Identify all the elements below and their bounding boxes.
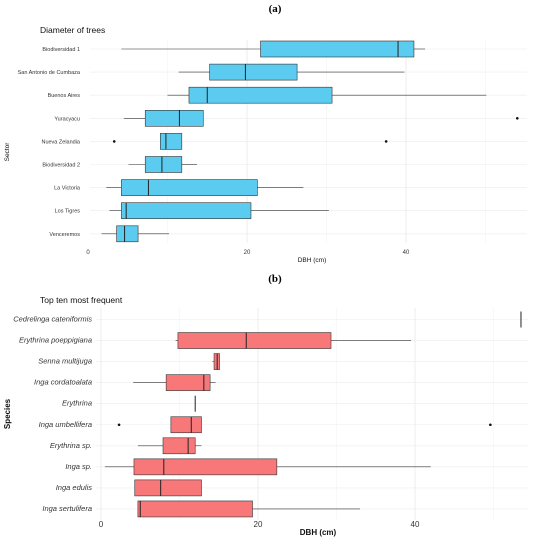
- panel-b-x-axis-label: DBH (cm): [300, 528, 337, 537]
- panel-b-y-axis-label: Species: [3, 398, 12, 429]
- iqr-box: [144, 156, 183, 173]
- box-a-0: [121, 40, 426, 58]
- iqr-box: [260, 40, 415, 58]
- box-a-1: [178, 63, 405, 81]
- panel-b-y-ticks: Cedrelinga cateniformis Erythrina poeppig…: [13, 315, 92, 513]
- x-tick-label: 20: [244, 250, 251, 256]
- outlier-point: [516, 117, 519, 120]
- box-b-6: [137, 437, 202, 455]
- y-tick-label: Yuracyacu: [54, 116, 80, 122]
- x-tick-label: 0: [99, 520, 104, 529]
- iqr-box: [144, 110, 204, 127]
- y-tick-label: Cedrelinga cateniformis: [13, 315, 92, 324]
- box-b-7: [104, 458, 431, 476]
- y-tick-label: Inga umbellifera: [39, 420, 92, 429]
- iqr-box: [209, 63, 298, 81]
- y-tick-label: Erythrina poeppigiana: [19, 336, 92, 345]
- y-tick-label: Senna multijuga: [38, 357, 92, 366]
- box-a-5: [128, 156, 197, 173]
- outlier-point: [117, 423, 121, 427]
- iqr-box: [121, 179, 258, 196]
- panel-a-letter: (a): [269, 3, 282, 15]
- box-a-7: [109, 202, 329, 219]
- panel-a-x-ticks: 0 20 40: [86, 250, 410, 256]
- iqr-box: [133, 458, 278, 476]
- x-tick-label: 40: [411, 520, 420, 529]
- y-tick-label: La Victoria: [54, 186, 81, 192]
- panel-a-y-axis-label: Sector: [4, 142, 11, 162]
- panel-a: (a) Diameter of trees Biodiversidad 1 San…: [4, 3, 527, 264]
- x-tick-label: 0: [86, 250, 90, 256]
- iqr-box: [134, 479, 202, 497]
- box-b-9: [137, 500, 361, 518]
- box-a-8: [101, 225, 170, 243]
- y-tick-label: Inga edulis: [56, 483, 93, 492]
- x-tick-label: 20: [254, 520, 263, 529]
- panel-b: (b) Top ten most frequent Cedrelinga cat…: [3, 273, 528, 537]
- iqr-box: [162, 437, 196, 455]
- panel-b-title: Top ten most frequent: [40, 295, 123, 305]
- box-b-5: [117, 416, 492, 434]
- y-tick-label: Erythrina sp.: [50, 441, 92, 450]
- y-tick-label: Inga sp.: [65, 462, 92, 471]
- box-a-2: [167, 86, 487, 104]
- y-tick-label: Biodiversidad 2: [42, 163, 80, 169]
- box-b-3: [133, 374, 216, 391]
- iqr-box: [170, 416, 202, 434]
- y-tick-label: Biodiversidad 1: [42, 47, 80, 53]
- y-tick-label: Inga cordatoalata: [34, 378, 92, 387]
- box-a-4: [112, 133, 388, 150]
- outlier-point: [489, 423, 492, 427]
- panel-b-letter: (b): [268, 273, 282, 285]
- iqr-box: [188, 86, 333, 104]
- iqr-box: [116, 225, 139, 243]
- panel-a-x-axis-label: DBH (cm): [298, 257, 327, 264]
- box-b-1: [175, 332, 412, 349]
- y-tick-label: Erythrina: [62, 399, 92, 408]
- iqr-box: [121, 202, 252, 219]
- box-b-2: [212, 353, 220, 370]
- panel-a-y-ticks: Biodiversidad 1 San Antonio de Cumbaza Bue…: [18, 47, 81, 238]
- panel-b-x-ticks: 0 20 40: [99, 520, 420, 529]
- iqr-box: [177, 332, 332, 349]
- box-a-6: [106, 179, 304, 196]
- iqr-box: [160, 133, 183, 150]
- panel-a-boxes: [101, 40, 519, 243]
- y-tick-label: Los Tigres: [55, 209, 81, 215]
- iqr-box: [137, 500, 253, 518]
- box-a-3: [123, 110, 519, 127]
- y-tick-label: Buenos Aires: [48, 93, 81, 99]
- outlier-point: [112, 140, 116, 143]
- y-tick-label: San Antonio de Cumbaza: [18, 70, 81, 76]
- x-tick-label: 40: [403, 250, 410, 256]
- box-b-8: [134, 479, 202, 497]
- panel-b-boxes: [104, 311, 522, 518]
- y-tick-label: Nueva Zelandia: [41, 139, 80, 145]
- y-tick-label: Inga sertulifera: [42, 504, 92, 513]
- y-tick-label: Venceremos: [49, 232, 80, 238]
- panel-a-title: Diameter of trees: [40, 25, 105, 35]
- outlier-point: [384, 140, 388, 143]
- iqr-box: [165, 374, 211, 391]
